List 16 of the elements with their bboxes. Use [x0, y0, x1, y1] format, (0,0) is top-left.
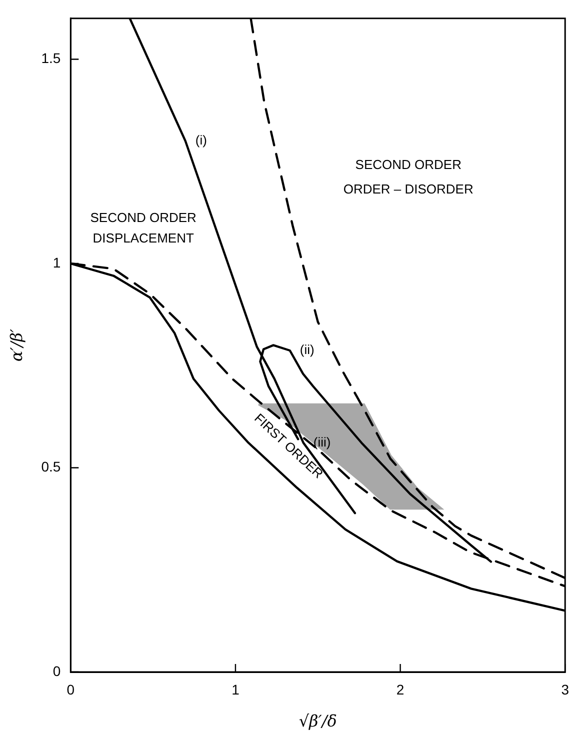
x-axis-title: √β′/δ: [298, 712, 337, 731]
annotation: ORDER – DISORDER: [343, 182, 474, 197]
annotation: SECOND ORDER: [355, 157, 462, 172]
y-tick-label: 1.5: [41, 50, 61, 66]
y-axis-title: α′/β′: [6, 328, 26, 362]
y-tick-label: 0.5: [41, 458, 61, 475]
y-tick-label: 1: [52, 254, 61, 270]
x-tick-label: 1: [232, 681, 240, 698]
x-tick-label: 2: [396, 681, 404, 698]
x-tick-label: 3: [561, 681, 570, 698]
annotation: DISPLACEMENT: [92, 230, 194, 246]
x-tick-label: 0: [66, 681, 75, 698]
y-tick-label: 0: [52, 662, 61, 679]
annotation: (ii): [300, 342, 314, 358]
annotation: (i): [195, 132, 207, 148]
annotation: SECOND ORDER: [90, 210, 196, 225]
